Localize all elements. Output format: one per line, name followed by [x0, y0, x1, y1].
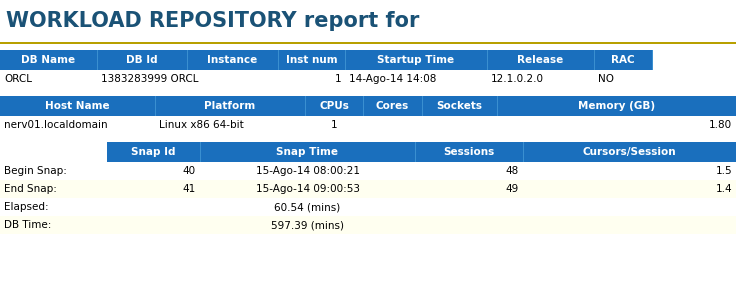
Text: Instance: Instance — [208, 55, 258, 65]
Text: DB Name: DB Name — [21, 55, 76, 65]
Text: CPUs: CPUs — [319, 101, 349, 111]
Text: Platform: Platform — [205, 101, 255, 111]
Text: 48: 48 — [506, 166, 519, 176]
Text: NO: NO — [598, 74, 614, 84]
Text: Host Name: Host Name — [45, 101, 110, 111]
Bar — [594, 50, 652, 70]
Text: 1.5: 1.5 — [715, 166, 732, 176]
Text: DB Time:: DB Time: — [4, 220, 52, 230]
Text: 40: 40 — [183, 166, 196, 176]
Text: Linux x86 64-bit: Linux x86 64-bit — [159, 120, 244, 130]
Bar — [363, 96, 422, 116]
Bar — [277, 50, 278, 70]
Text: Begin Snap:: Begin Snap: — [4, 166, 67, 176]
Text: Release: Release — [517, 55, 564, 65]
Bar — [497, 96, 736, 116]
Bar — [414, 142, 416, 162]
Text: WORKLOAD REPOSITORY report for: WORKLOAD REPOSITORY report for — [6, 11, 420, 31]
Bar — [0, 50, 97, 70]
Text: Sockets: Sockets — [436, 101, 483, 111]
Bar — [0, 180, 736, 198]
Text: Cores: Cores — [376, 101, 409, 111]
Bar — [422, 96, 497, 116]
Text: 14-Ago-14 14:08: 14-Ago-14 14:08 — [349, 74, 436, 84]
Bar — [200, 142, 415, 162]
Bar — [107, 142, 200, 162]
Text: 49: 49 — [506, 184, 519, 194]
Bar — [0, 96, 155, 116]
Text: 1.4: 1.4 — [715, 184, 732, 194]
Bar — [487, 50, 594, 70]
Text: 12.1.0.2.0: 12.1.0.2.0 — [491, 74, 544, 84]
Text: Inst num: Inst num — [286, 55, 337, 65]
Bar — [523, 142, 736, 162]
Bar — [96, 50, 97, 70]
Text: 1383283999 ORCL: 1383283999 ORCL — [101, 74, 199, 84]
Text: Startup Time: Startup Time — [378, 55, 455, 65]
Text: ORCL: ORCL — [4, 74, 32, 84]
Bar — [486, 50, 487, 70]
Text: Memory (GB): Memory (GB) — [578, 101, 655, 111]
Text: Elapsed:: Elapsed: — [4, 202, 49, 212]
Text: 15-Ago-14 08:00:21: 15-Ago-14 08:00:21 — [255, 166, 359, 176]
Bar — [0, 216, 736, 234]
Text: 60.54 (mins): 60.54 (mins) — [275, 202, 341, 212]
Bar — [345, 50, 487, 70]
Text: nerv01.localdomain: nerv01.localdomain — [4, 120, 107, 130]
Text: End Snap:: End Snap: — [4, 184, 57, 194]
Bar — [651, 50, 653, 70]
Text: Cursors/Session: Cursors/Session — [583, 147, 676, 157]
Text: DB Id: DB Id — [126, 55, 158, 65]
Text: 597.39 (mins): 597.39 (mins) — [271, 220, 344, 230]
Bar — [0, 42, 736, 44]
Bar — [305, 96, 363, 116]
Text: 1.80: 1.80 — [709, 120, 732, 130]
Text: 1: 1 — [334, 74, 341, 84]
Bar — [593, 50, 595, 70]
Bar — [497, 96, 498, 116]
Bar — [186, 50, 188, 70]
Text: RAC: RAC — [611, 55, 635, 65]
Text: Snap Id: Snap Id — [131, 147, 176, 157]
Bar — [187, 50, 278, 70]
Bar — [415, 142, 523, 162]
Text: Sessions: Sessions — [443, 147, 495, 157]
Text: Snap Time: Snap Time — [277, 147, 339, 157]
Text: 15-Ago-14 09:00:53: 15-Ago-14 09:00:53 — [255, 184, 359, 194]
Bar — [155, 96, 305, 116]
Bar — [278, 50, 345, 70]
Bar — [344, 50, 345, 70]
Bar — [199, 142, 200, 162]
Bar — [363, 96, 364, 116]
Bar — [97, 50, 187, 70]
Text: 1: 1 — [330, 120, 337, 130]
Text: 41: 41 — [183, 184, 196, 194]
